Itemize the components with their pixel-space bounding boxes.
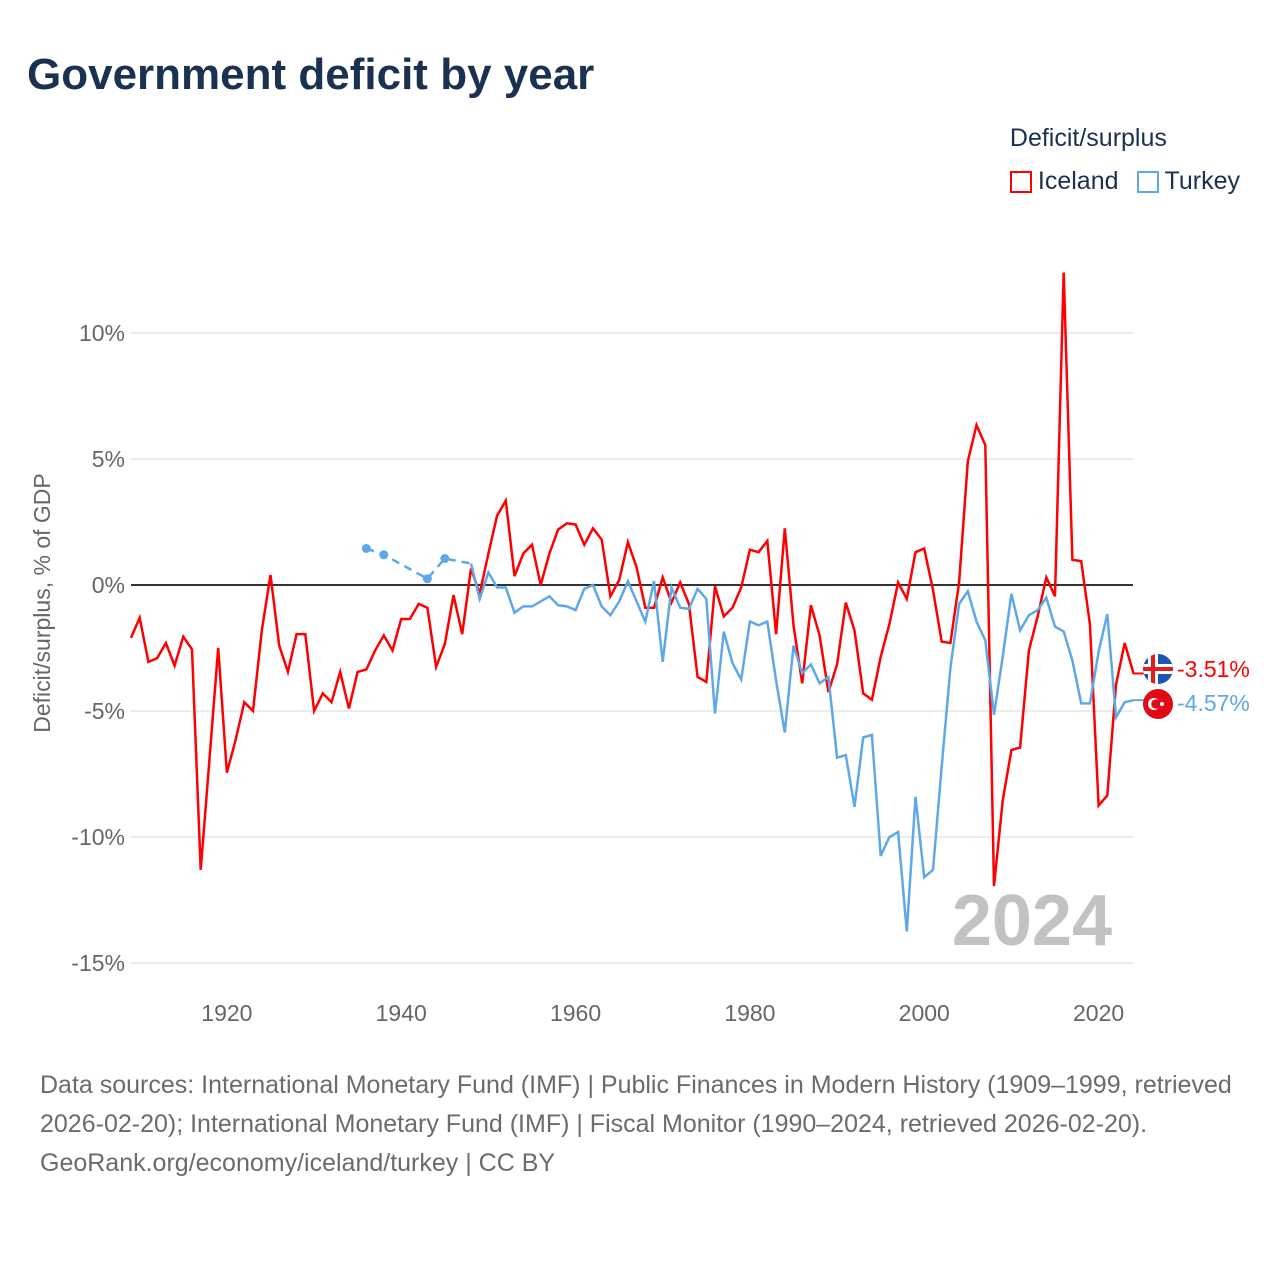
iceland-end-label: -3.51% <box>1177 656 1250 682</box>
x-tick-label: 2020 <box>1073 1000 1124 1026</box>
x-tick-label: 1920 <box>201 1000 252 1026</box>
turkey-line <box>469 563 1134 932</box>
iceland-line <box>129 272 1135 887</box>
x-tick-label: 1940 <box>376 1000 427 1026</box>
y-axis-label: Deficit/surplus, % of GDP <box>29 473 55 732</box>
turkey-data-point <box>379 550 389 560</box>
legend-item-iceland[interactable]: Iceland <box>1009 167 1119 196</box>
legend-title: Deficit/surplus <box>1009 124 1167 152</box>
y-axis-ticks: 10% 5% 0% -5% -10% -15% <box>71 320 125 976</box>
turkey-data-point <box>440 554 450 564</box>
chart-title: Government deficit by year <box>27 50 595 99</box>
x-tick-label: 1980 <box>724 1000 775 1026</box>
legend-label-iceland: Iceland <box>1037 167 1119 195</box>
legend-swatch-iceland <box>1009 170 1032 193</box>
x-tick-label: 1960 <box>550 1000 601 1026</box>
y-tick-label: 10% <box>79 320 125 346</box>
footer: Data sources: International Monetary Fun… <box>40 1066 1240 1183</box>
legend-label-turkey: Turkey <box>1164 167 1240 195</box>
y-tick-label: -10% <box>71 824 125 850</box>
turkey-flag-icon <box>1143 689 1173 719</box>
x-axis-ticks: 1920 1940 1960 1980 2000 2020 <box>201 1000 1124 1026</box>
data-sources: Data sources: International Monetary Fun… <box>40 1071 1232 1138</box>
year-watermark: 2024 <box>952 881 1112 961</box>
legend-swatch-turkey <box>1136 170 1159 193</box>
legend: Deficit/surplus Iceland Turkey <box>1009 124 1240 196</box>
y-tick-label: -15% <box>71 950 125 976</box>
series-group <box>129 272 1145 932</box>
y-tick-label: 5% <box>92 446 125 472</box>
y-tick-label: 0% <box>92 572 125 598</box>
turkey-data-point <box>361 543 371 553</box>
x-tick-label: 2000 <box>899 1000 950 1026</box>
iceland-flag-icon <box>1143 654 1173 684</box>
line-chart: 10% 5% 0% -5% -10% -15% 1920 1940 1960 1980 2000 2… <box>29 272 1250 1026</box>
y-tick-label: -5% <box>84 698 125 724</box>
turkey-data-point <box>422 574 432 584</box>
turkey-dashed-line <box>365 547 472 581</box>
credit-link[interactable]: GeoRank.org/economy/iceland/turkey | CC … <box>40 1149 556 1177</box>
legend-item-turkey[interactable]: Turkey <box>1136 167 1240 196</box>
turkey-end-label: -4.57% <box>1177 690 1250 716</box>
